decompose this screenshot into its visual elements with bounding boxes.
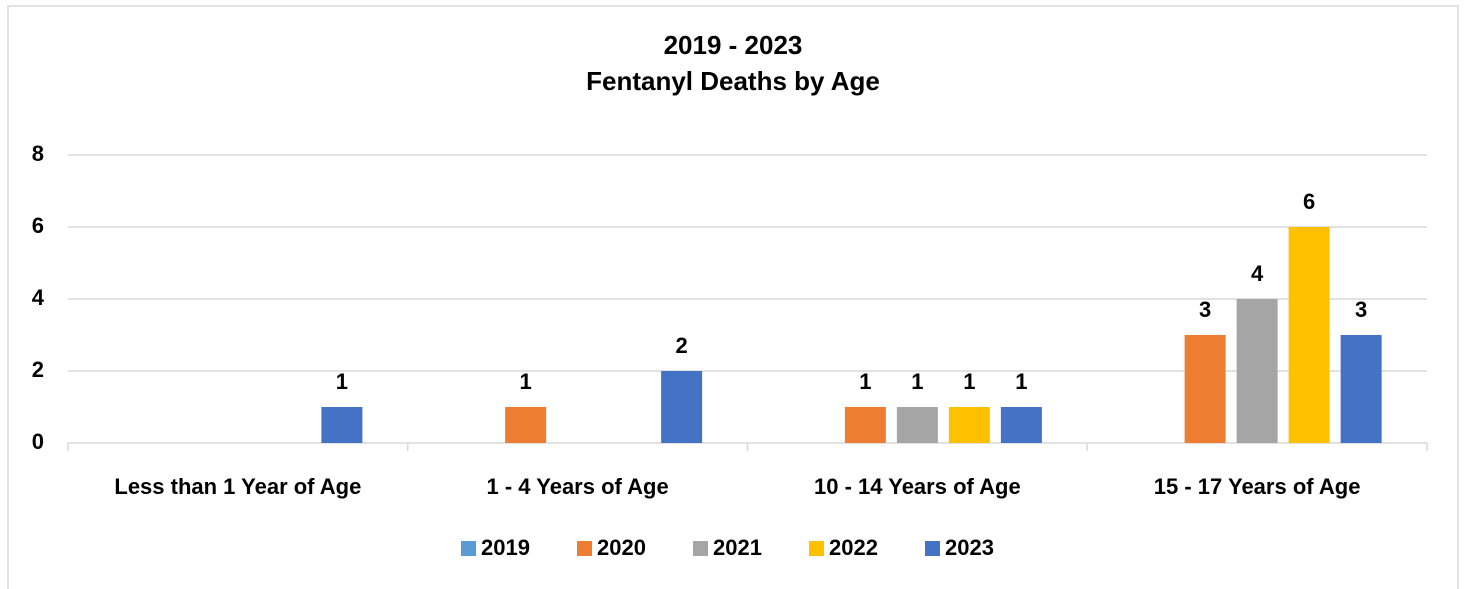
data-label: 1 <box>336 369 348 394</box>
data-label: 1 <box>520 369 532 394</box>
x-tick-label: 10 - 14 Years of Age <box>814 474 1021 499</box>
data-label: 6 <box>1303 189 1315 214</box>
chart-border <box>7 5 1459 589</box>
x-tick-label: 15 - 17 Years of Age <box>1154 474 1361 499</box>
bar <box>1236 299 1278 443</box>
legend-label: 2019 <box>481 535 530 560</box>
y-tick-label: 6 <box>32 213 44 238</box>
legend-swatch <box>925 541 940 556</box>
bar <box>1340 335 1382 443</box>
chart-title: Fentanyl Deaths by Age <box>586 66 880 96</box>
bar <box>948 407 990 443</box>
legend-label: 2020 <box>597 535 646 560</box>
x-tick-label: Less than 1 Year of Age <box>114 474 361 499</box>
data-label: 1 <box>859 369 871 394</box>
data-label: 3 <box>1355 297 1367 322</box>
y-tick-label: 8 <box>32 141 44 166</box>
y-tick-label: 4 <box>32 285 45 310</box>
legend-swatch <box>461 541 476 556</box>
bar <box>1184 335 1226 443</box>
bar <box>321 407 363 443</box>
legend-label: 2021 <box>713 535 762 560</box>
bar <box>505 407 547 443</box>
bar <box>844 407 886 443</box>
legend-swatch <box>693 541 708 556</box>
bar <box>661 371 703 443</box>
data-label: 3 <box>1199 297 1211 322</box>
legend-swatch <box>577 541 592 556</box>
bar <box>1000 407 1042 443</box>
y-tick-label: 2 <box>32 357 44 382</box>
legend-label: 2022 <box>829 535 878 560</box>
bar <box>1288 227 1330 443</box>
x-tick-label: 1 - 4 Years of Age <box>487 474 669 499</box>
data-label: 4 <box>1251 261 1264 286</box>
data-label: 1 <box>911 369 923 394</box>
legend-swatch <box>809 541 824 556</box>
y-tick-label: 0 <box>32 429 44 454</box>
data-label: 1 <box>963 369 975 394</box>
data-label: 1 <box>1015 369 1027 394</box>
chart-title: 2019 - 2023 <box>664 30 803 60</box>
data-label: 2 <box>676 333 688 358</box>
bar <box>896 407 938 443</box>
legend-label: 2023 <box>945 535 994 560</box>
